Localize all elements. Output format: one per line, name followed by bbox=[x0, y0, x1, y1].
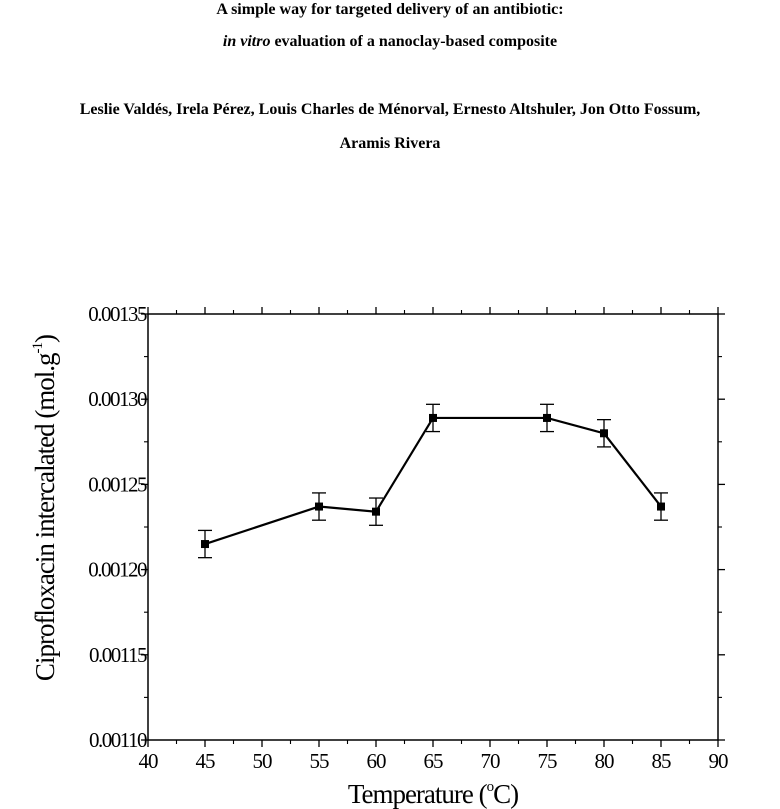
x-tick-label: 45 bbox=[196, 749, 216, 773]
y-tick-labels: 0.00110 0.00115 0.00120 0.00125 0.00130 0.001… bbox=[88, 302, 148, 752]
y-axis-label: Ciprofloxacin intercalated (mol.g-1) bbox=[30, 335, 60, 681]
paper-title-line-2: in vitro evaluation of a nanoclay-based … bbox=[0, 33, 780, 51]
x-axis-label-degree: o bbox=[487, 779, 494, 795]
y-tick-label: 0.00125 bbox=[88, 472, 147, 496]
y-tick-label: 0.00110 bbox=[89, 728, 147, 752]
data-point bbox=[657, 502, 665, 511]
x-tick-label: 60 bbox=[367, 749, 387, 773]
data-point bbox=[372, 507, 380, 516]
x-tick-label: 70 bbox=[481, 749, 501, 773]
x-tick-label: 80 bbox=[595, 749, 615, 773]
paper-title-italic: in vitro bbox=[222, 33, 271, 50]
data-point bbox=[201, 540, 209, 549]
x-tick-label: 90 bbox=[709, 749, 729, 773]
y-axis-label-main: Ciprofloxacin intercalated (mol.g bbox=[30, 353, 60, 681]
x-tick-labels: 40 45 50 55 60 65 70 75 80 85 90 bbox=[139, 749, 730, 773]
paper-title-rest: evaluation of a nanoclay-based composite bbox=[270, 33, 558, 50]
y-tick-label: 0.00130 bbox=[88, 387, 147, 411]
data-point bbox=[429, 413, 437, 422]
data-point bbox=[600, 429, 608, 438]
series-group bbox=[198, 403, 668, 559]
plot-frame bbox=[147, 313, 719, 741]
paper-title-line-1: A simple way for targeted delivery of an… bbox=[216, 1, 564, 18]
x-axis-label-end: C) bbox=[493, 779, 518, 809]
tick-marks bbox=[141, 307, 725, 747]
y-axis-label-end: ) bbox=[30, 335, 60, 343]
x-tick-label: 65 bbox=[424, 749, 444, 773]
y-tick-label: 0.00135 bbox=[88, 302, 147, 326]
data-point bbox=[315, 502, 323, 511]
data-point bbox=[543, 413, 551, 422]
authors-line-2: Aramis Rivera bbox=[339, 135, 441, 152]
x-tick-label: 55 bbox=[310, 749, 330, 773]
series-line bbox=[204, 416, 662, 546]
x-tick-label: 50 bbox=[253, 749, 273, 773]
y-axis-label-sup: -1 bbox=[30, 342, 46, 353]
x-tick-label: 85 bbox=[652, 749, 672, 773]
x-tick-label: 75 bbox=[538, 749, 558, 773]
authors-line-1: Leslie Valdés, Irela Pérez, Louis Charle… bbox=[79, 101, 701, 118]
x-tick-label: 40 bbox=[139, 749, 159, 773]
x-axis-label-main: Temperature ( bbox=[348, 779, 488, 809]
y-tick-label: 0.00115 bbox=[89, 643, 147, 667]
x-axis-label: Temperature (oC) bbox=[348, 779, 518, 809]
y-tick-label: 0.00120 bbox=[88, 558, 147, 582]
